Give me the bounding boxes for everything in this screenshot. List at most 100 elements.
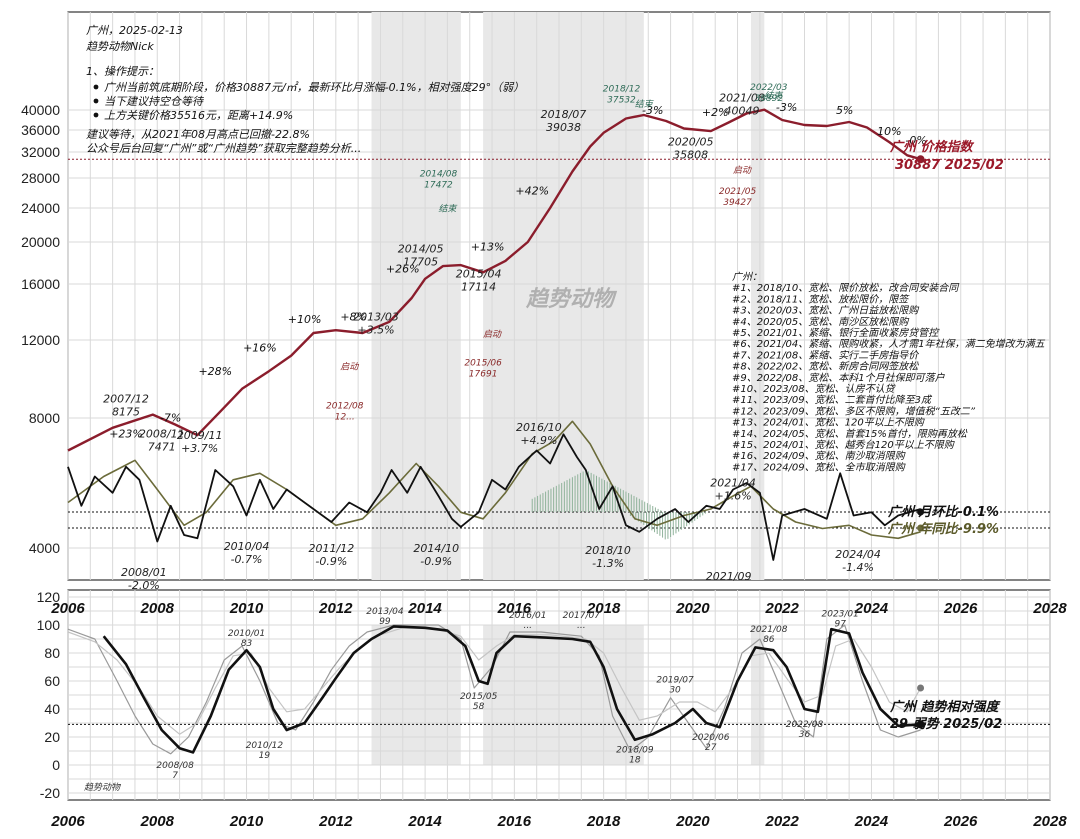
yoy-bars [531, 470, 706, 540]
annotation-small: 19 [259, 751, 271, 761]
y-tick-label: 32000 [21, 144, 60, 160]
annotation-small: 结束 [438, 203, 457, 214]
policy-item: #6、2021/04、紧缩、限购收紧，人才需1年社保，满二免增改为满五 [732, 338, 1046, 350]
annotation-small: 2015/06 [464, 358, 502, 368]
y-tick-label: 28000 [21, 170, 60, 186]
y-tick-label: 12000 [21, 332, 60, 348]
annotation-small: 83 [241, 639, 253, 649]
pct-label: -3% [776, 101, 797, 114]
yoy-end-label: 广州 年同比-9.9% [887, 521, 999, 537]
yoy-end-marker [917, 524, 925, 532]
annotation-small: 30 [669, 685, 681, 695]
x-tick-label: 2010 [229, 600, 264, 617]
annotation-text: 2016/10 [516, 421, 562, 434]
annotation-small: 17691 [469, 369, 498, 379]
header-bullet: 当下建议持空仓等待 [104, 95, 204, 108]
annotation-small: 2010/12 [246, 741, 284, 751]
bullet-dot [93, 84, 99, 90]
y-tick-label: 100 [37, 617, 61, 633]
x-tick-label: 2022 [764, 600, 799, 617]
annotation-text: 2014/05 [398, 243, 444, 256]
policy-item: #4、2020/05、宽松、南沙区放松限购 [732, 316, 910, 328]
header-footer: 公众号后台回复“广州”或“广州趋势”获取完整趋势分析... [86, 142, 361, 155]
annotation-small: 86 [763, 635, 775, 645]
annotation-small: 结束 [764, 91, 783, 102]
annotation-small: 27 [705, 743, 717, 753]
annotation-text: -1.4% [842, 561, 874, 574]
pct-label: +8% [340, 310, 367, 323]
annotation-small: 36 [799, 730, 811, 740]
series-mom-line [67, 433, 921, 561]
shade-main-2 [750, 12, 765, 580]
pct-label: +10% [288, 313, 322, 326]
y-tick-label: -20 [40, 785, 60, 801]
x-tick-label: 2014 [407, 600, 442, 617]
series-strength-gray-2 [67, 627, 922, 735]
annotation-small: 2018/09 [616, 745, 654, 755]
y-tick-label: 8000 [29, 410, 60, 426]
annotation-small: 结束 [635, 99, 654, 110]
annotation-small: 58 [473, 702, 485, 712]
x-tick-label: 2020 [675, 600, 710, 617]
pct-label: +26% [386, 262, 420, 275]
x-tick-label: 2016 [497, 813, 532, 830]
policy-item: #7、2021/08、紧缩、实行二手房指导价 [732, 349, 919, 361]
pct-label: 10% [877, 125, 901, 138]
annotation-text: 2018/07 [541, 108, 587, 121]
annotation-small: 17472 [424, 181, 453, 191]
annotation-small: 99 [379, 617, 391, 627]
annotation-small: 2015/05 [460, 692, 498, 702]
annotation-text: 2009/11 [177, 429, 223, 442]
y-tick-label: 80 [44, 645, 60, 661]
header-author: 趋势动物Nick [86, 40, 154, 53]
annotation-small: 2012/08 [326, 401, 364, 411]
annotation-small: 18 [629, 755, 641, 765]
annotation-small: 2019/07 [656, 675, 694, 685]
strength-watermark: 趋势动物 [84, 782, 122, 793]
annotation-text: +3.7% [181, 442, 218, 455]
annotation-text: 7471 [148, 441, 176, 454]
strength-end-marker [916, 720, 925, 729]
annotation-text: 2021/04 [710, 476, 756, 489]
annotation-small: ... [523, 621, 532, 631]
x-tick-label: 2028 [1032, 813, 1067, 830]
policy-item: #1、2018/10、宽松、限价放松，改合同安装合同 [732, 282, 960, 294]
annotation-text: 35808 [673, 148, 708, 161]
annotation-text: -0.9% [315, 555, 347, 568]
x-tick-label: 2026 [943, 600, 978, 617]
x-tick-label: 2012 [318, 600, 353, 617]
x-tick-label: 2026 [943, 813, 978, 830]
policy-item: #8、2022/02、宽松、新房合同网签放松 [732, 361, 919, 373]
annotation-text: 2008/01 [121, 566, 167, 579]
price-end-marker [916, 155, 925, 164]
pct-label: +2% [702, 106, 729, 119]
annotation-small: 启动 [733, 165, 752, 176]
annotation-text: 2024/04 [835, 548, 881, 561]
pct-label: -7% [160, 411, 181, 424]
annotation-small: 2022/03 [750, 83, 788, 93]
strength-gray-end-marker [917, 684, 925, 692]
x-tick-label: 2028 [1032, 600, 1067, 617]
annotation-small: 2016/01 [509, 611, 546, 621]
y-tick-label: 20 [44, 729, 60, 745]
pct-label: +16% [243, 342, 277, 355]
y-tick-label: 40000 [21, 102, 60, 118]
annotation-text: 2011/12 [309, 542, 355, 555]
annotation-text: 2021/09 [706, 570, 752, 583]
annotation-small: 2021/08 [750, 625, 788, 635]
pct-label: +13% [471, 240, 505, 253]
annotation-text: 2013/03 [353, 310, 399, 323]
annotation-small: 启动 [483, 329, 502, 340]
y-tick-label: 36000 [21, 122, 60, 138]
pct-label: +42% [515, 185, 549, 198]
x-tick-label: 2024 [854, 813, 889, 830]
annotation-text: 2021/08 [719, 91, 765, 104]
y-tick-label: 4000 [29, 540, 60, 556]
annotation-text: 2018/10 [585, 544, 631, 557]
annotation-text: -0.7% [231, 553, 263, 566]
annotation-small: 2017/07 [563, 611, 601, 621]
y-tick-label: 16000 [21, 276, 60, 292]
policy-item: 广州： [732, 271, 762, 283]
y-tick-label: 0 [52, 757, 60, 773]
annotation-small: 38892 [754, 94, 783, 104]
